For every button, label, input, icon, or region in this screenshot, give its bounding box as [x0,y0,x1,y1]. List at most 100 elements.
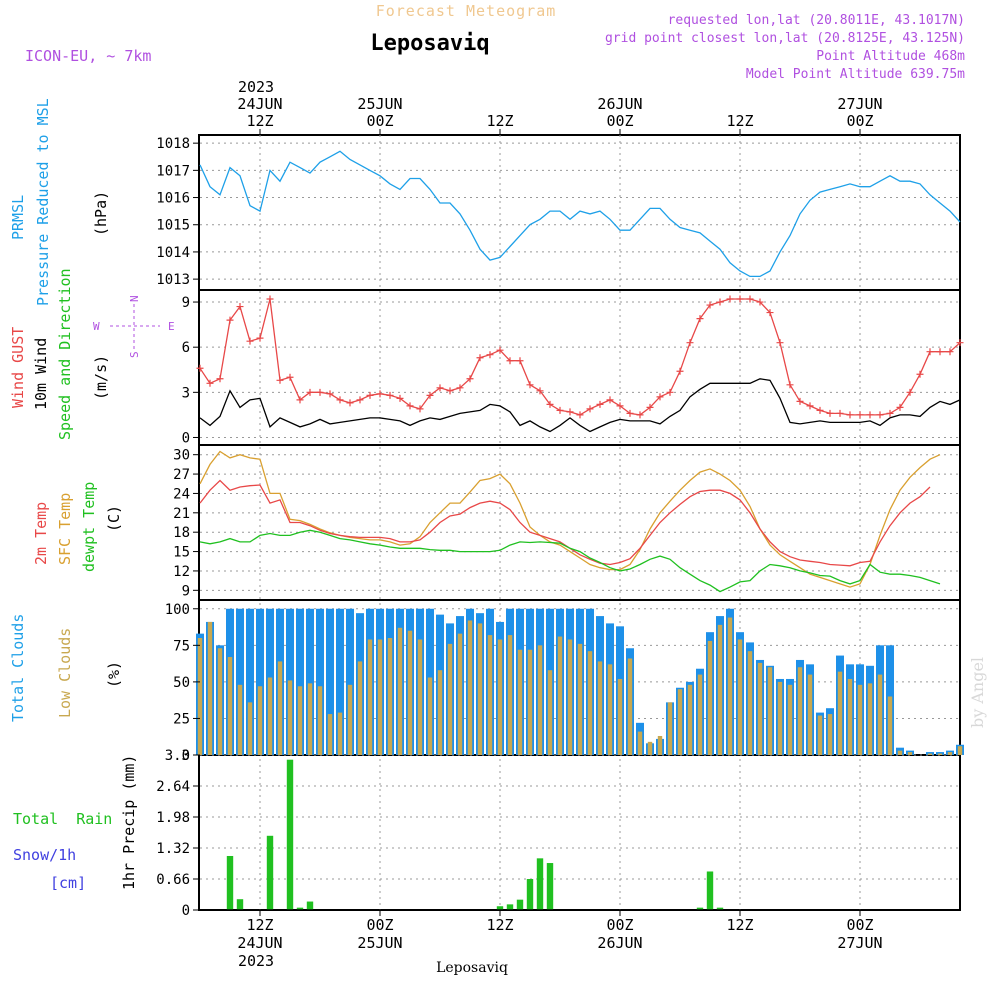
gust-point [436,384,444,392]
label-total-rain: Total Rain [13,810,112,828]
low-cloud-bar [667,702,673,755]
y-tick-label: 1013 [156,272,190,288]
gust-point [876,411,884,419]
precip-bar [696,907,704,910]
gust-point [736,295,744,303]
low-cloud-bar [587,651,593,755]
low-cloud-bar [237,684,243,755]
wind-speed-line [199,378,961,433]
top-tick-hour: 12Z [726,112,753,130]
low-cloud-bar [797,667,803,755]
low-cloud-bar [367,639,373,755]
low-cloud-bar [257,686,263,755]
y-tick-label: 18 [173,525,190,541]
gust-point [406,402,414,410]
low-cloud-bar [387,638,393,755]
label-speed-dir: Speed and Direction [56,268,74,440]
compass-n: N [128,295,141,302]
gust-point [856,411,864,419]
label-sfc-temp: SFC Temp [56,493,74,565]
label-prmsl-unit: (hPa) [92,191,110,236]
gust-point [806,402,814,410]
panel-frames [198,134,961,911]
low-cloud-bar [447,643,453,755]
gust-point [486,351,494,359]
frame-precip [198,754,961,911]
top-tick-hour: 00Z [366,112,393,130]
low-cloud-bar [247,702,253,755]
gust-point [446,387,454,395]
y-tick-label: 30 [173,448,190,464]
y-tick-label: 6 [182,340,190,356]
compass-s: S [128,351,141,358]
y-tick-label: 3 [182,385,190,401]
label-dewpt-temp: dewpt Temp [80,482,98,572]
credit: by Angel [968,657,987,728]
label-wind-unit: (m/s) [92,355,110,400]
low-cloud-bar [517,649,523,755]
gust-point [386,391,394,399]
low-cloud-bar [747,651,753,755]
gust-point [316,388,324,396]
gust-point [346,399,354,407]
gust-point [496,346,504,354]
frame-pressure [198,134,961,291]
low-cloud-bar [207,621,213,755]
label-precip-axis: 1hr Precip (mm) [120,755,138,890]
low-cloud-bar [697,674,703,755]
y-tick-label: 25 [173,711,190,727]
gust-point [376,390,384,398]
y-tick-label: 1017 [156,163,190,179]
precip-bar [226,855,234,910]
gust-point [886,409,894,417]
gust-point [946,348,954,356]
low-cloud-bar [567,639,573,755]
y-tick-label: 12 [173,564,190,580]
dewpoint-line [199,529,941,593]
y-tick-label: 1015 [156,218,190,234]
top-tick-date: 26JUN [597,95,642,113]
gust-point [556,406,564,414]
low-cloud-bar [737,639,743,755]
low-cloud-bar [307,683,313,755]
top-tick-date: 27JUN [837,95,882,113]
gust-point [526,381,534,389]
y-tick-label: 1014 [156,245,190,261]
label-temp-unit: (C) [105,505,123,532]
top-tick-hour: 12Z [246,112,273,130]
low-cloud-bar [937,753,943,755]
compass-rose: N S W E [93,295,175,358]
low-cloud-bar [817,715,823,755]
low-cloud-bar [497,639,503,755]
location-title: Leposaviq [370,31,489,56]
label-gust: Wind GUST [9,327,27,408]
gust-point [246,337,254,345]
low-cloud-bar [287,680,293,755]
frame-temperature [198,444,961,601]
gust-point [606,396,614,404]
precip-bar [706,871,714,910]
gust-point [586,405,594,413]
gust-point [266,295,274,303]
low-cloud-bar [607,664,613,755]
gust-point [936,348,944,356]
gust-point [666,388,674,396]
gust-point [706,301,714,309]
gust-point [656,393,664,401]
gust-point [596,400,604,408]
gust-point [696,315,704,323]
low-cloud-bar [787,684,793,755]
low-cloud-bar [577,643,583,755]
y-tick-label: 1.32 [156,841,190,857]
gust-point [476,354,484,362]
axis-labels: 1013 1014 1015 1016 1017 1018 0 3 6 9 9 12 15 18 21 24 2… [156,136,200,919]
requested-coords: requested lon,lat (20.8011E, 43.1017N) [668,13,965,28]
footer-location: Leposaviq [436,960,508,976]
gust-point [866,411,874,419]
gust-point [676,367,684,375]
low-cloud-bar [927,753,933,755]
low-cloud-bar [467,620,473,755]
total-cloud-bar [326,608,334,755]
gust-point [766,309,774,317]
low-cloud-bar [297,686,303,755]
